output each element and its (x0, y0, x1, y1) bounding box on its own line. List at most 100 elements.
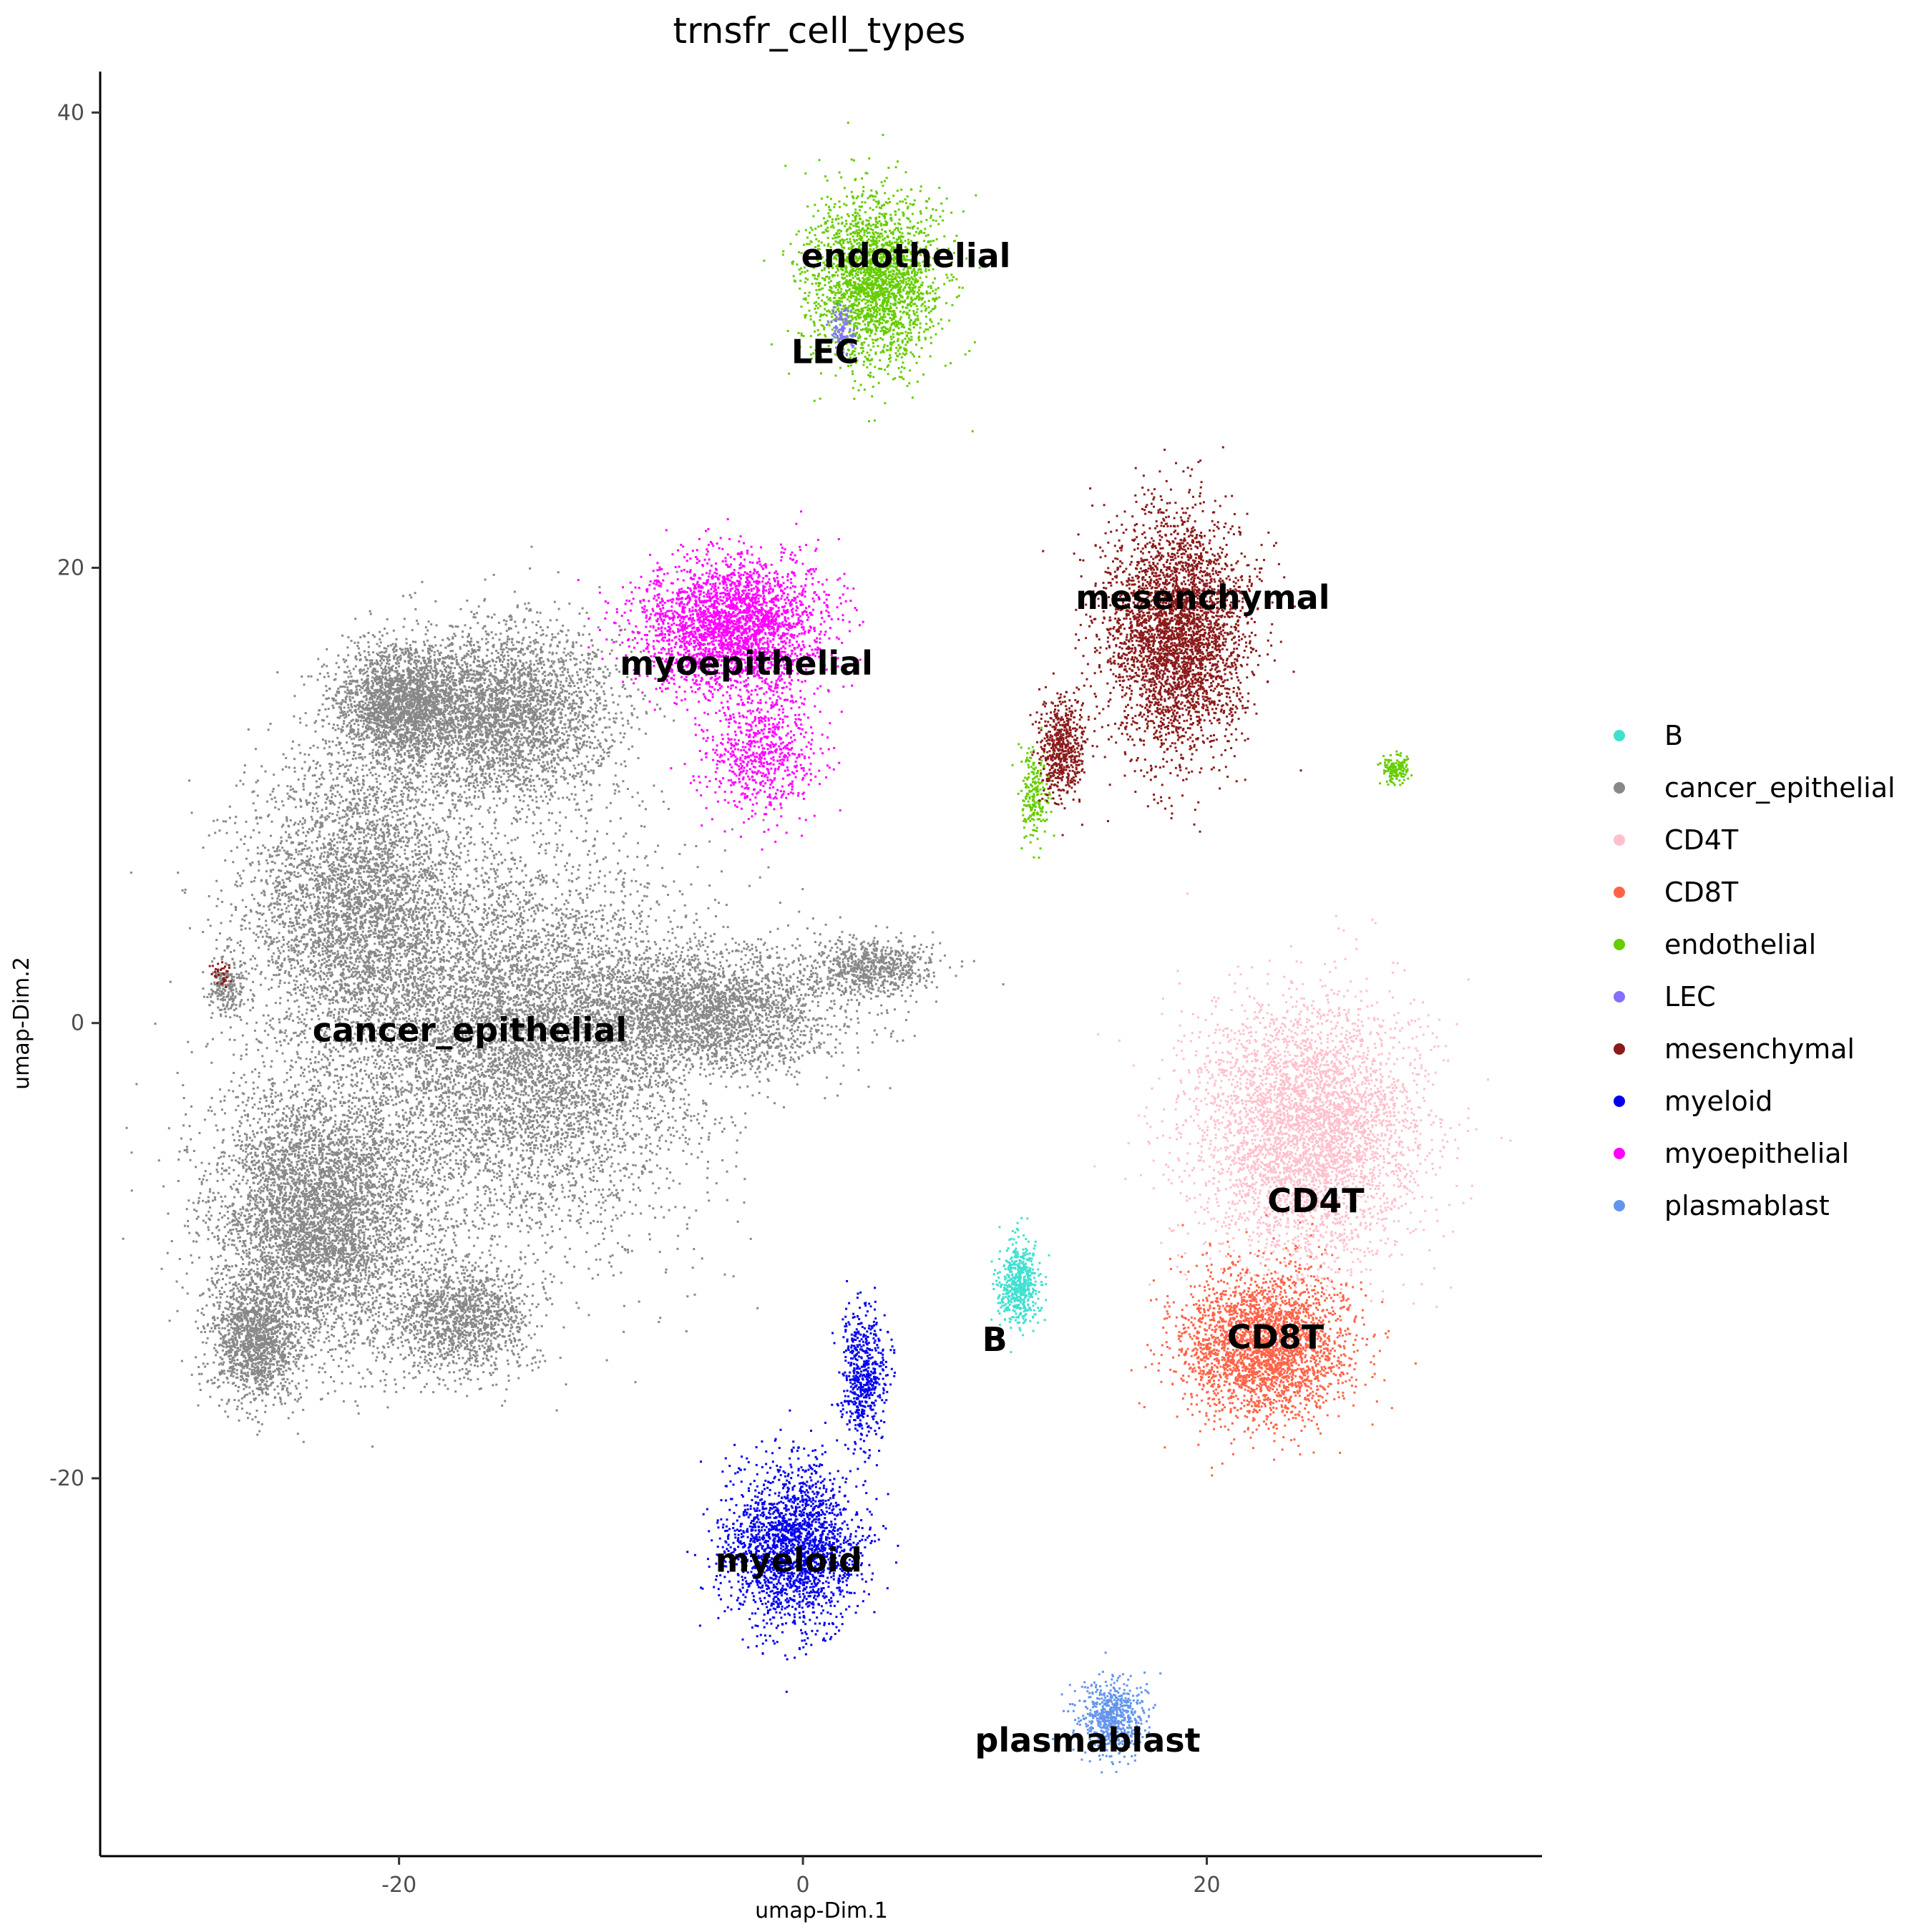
point-cancer_epithelial (278, 1021, 281, 1024)
point-cancer_epithelial (313, 973, 316, 976)
point-cancer_epithelial (467, 883, 470, 886)
point-cancer_epithelial (291, 740, 294, 743)
point-cancer_epithelial (343, 1045, 346, 1048)
point-cancer_epithelial (283, 882, 286, 884)
point-cancer_epithelial (372, 889, 375, 892)
point-cancer_epithelial (321, 992, 323, 995)
point-cancer_epithelial (431, 789, 434, 792)
point-cancer_epithelial (315, 913, 318, 915)
point-cancer_epithelial (308, 1002, 311, 1005)
point-cancer_epithelial (426, 997, 429, 1000)
point-cancer_epithelial (431, 1039, 434, 1042)
point-cancer_epithelial (418, 1002, 421, 1005)
point-cancer_epithelial (303, 1023, 306, 1025)
point-cancer_epithelial (345, 1075, 348, 1078)
point-cancer_epithelial (373, 920, 376, 923)
point-cancer_epithelial (381, 819, 384, 822)
point-cancer_epithelial (355, 912, 357, 914)
point-cancer_epithelial (369, 785, 371, 788)
point-cancer_epithelial (402, 867, 405, 870)
point-cancer_epithelial (326, 917, 329, 920)
point-cancer_epithelial (278, 882, 281, 885)
point-cancer_epithelial (381, 1053, 383, 1055)
point-cancer_epithelial (266, 862, 269, 864)
point-cancer_epithelial (416, 1075, 419, 1078)
point-cancer_epithelial (287, 1043, 290, 1045)
point-cancer_epithelial (331, 847, 334, 850)
point-cancer_epithelial (436, 923, 439, 926)
point-cancer_epithelial (358, 849, 361, 852)
point-cancer_epithelial (351, 779, 353, 781)
point-cancer_epithelial (432, 804, 434, 806)
point-cancer_epithelial (325, 947, 328, 949)
point-cancer_epithelial (328, 910, 331, 913)
point-cancer_epithelial (550, 1143, 552, 1146)
point-cancer_epithelial (377, 1026, 380, 1029)
point-cancer_epithelial (445, 841, 448, 844)
point-cancer_epithelial (405, 783, 407, 786)
point-cancer_epithelial (390, 1075, 393, 1078)
point-cancer_epithelial (380, 906, 383, 909)
point-cancer_epithelial (411, 996, 414, 999)
point-cancer_epithelial (242, 783, 245, 786)
point-cancer_epithelial (397, 960, 400, 962)
point-cancer_epithelial (353, 943, 356, 946)
point-cancer_epithelial (290, 947, 293, 950)
point-cancer_epithelial (378, 881, 381, 884)
point-cancer_epithelial (423, 990, 426, 993)
point-cancer_epithelial (483, 850, 486, 853)
point-cancer_epithelial (358, 842, 361, 844)
point-cancer_epithelial (321, 824, 324, 827)
point-cancer_epithelial (434, 1017, 436, 1020)
point-cancer_epithelial (285, 907, 288, 909)
point-cancer_epithelial (417, 898, 420, 901)
point-cancer_epithelial (334, 957, 337, 960)
point-cancer_epithelial (477, 784, 479, 787)
point-cancer_epithelial (369, 950, 371, 952)
point-cancer_epithelial (363, 865, 366, 868)
point-cancer_epithelial (411, 1005, 414, 1008)
point-cancer_epithelial (389, 950, 392, 952)
point-cancer_epithelial (353, 1046, 356, 1049)
point-cancer_epithelial (341, 800, 344, 802)
point-cancer_epithelial (281, 893, 283, 896)
point-cancer_epithelial (392, 984, 395, 987)
point-cancer_epithelial (391, 791, 394, 793)
point-cancer_epithelial (506, 1084, 509, 1086)
point-cancer_epithelial (263, 847, 266, 849)
point-cancer_epithelial (384, 960, 387, 963)
point-cancer_epithelial (318, 912, 321, 915)
point-cancer_epithelial (227, 983, 230, 986)
point-cancer_epithelial (433, 874, 436, 877)
point-cancer_epithelial (485, 872, 488, 875)
point-cancer_epithelial (382, 976, 385, 979)
point-cancer_epithelial (467, 849, 469, 852)
point-cancer_epithelial (371, 879, 374, 882)
point-cancer_epithelial (441, 948, 444, 951)
point-cancer_epithelial (376, 781, 379, 784)
point-cancer_epithelial (389, 780, 391, 783)
point-cancer_epithelial (464, 977, 467, 980)
point-cancer_epithelial (272, 846, 275, 849)
point-cancer_epithelial (379, 877, 381, 879)
point-cancer_epithelial (558, 924, 561, 927)
point-cancer_epithelial (341, 901, 344, 904)
point-cancer_epithelial (332, 861, 335, 864)
point-cancer_epithelial (387, 947, 390, 949)
point-cancer_epithelial (424, 1037, 426, 1040)
point-cancer_epithelial (443, 1299, 446, 1302)
point-cancer_epithelial (444, 852, 447, 855)
point-cancer_epithelial (394, 971, 397, 974)
point-cancer_epithelial (356, 1034, 359, 1037)
point-cancer_epithelial (364, 807, 366, 810)
point-cancer_epithelial (369, 904, 372, 907)
point-cancer_epithelial (431, 872, 434, 874)
point-cancer_epithelial (338, 877, 341, 879)
point-cancer_epithelial (368, 974, 371, 977)
point-cancer_epithelial (273, 906, 276, 909)
point-cancer_epithelial (356, 902, 359, 904)
point-cancer_epithelial (355, 807, 358, 810)
point-cancer_epithelial (223, 1099, 226, 1102)
point-cancer_epithelial (442, 985, 444, 987)
point-cancer_epithelial (442, 796, 445, 799)
